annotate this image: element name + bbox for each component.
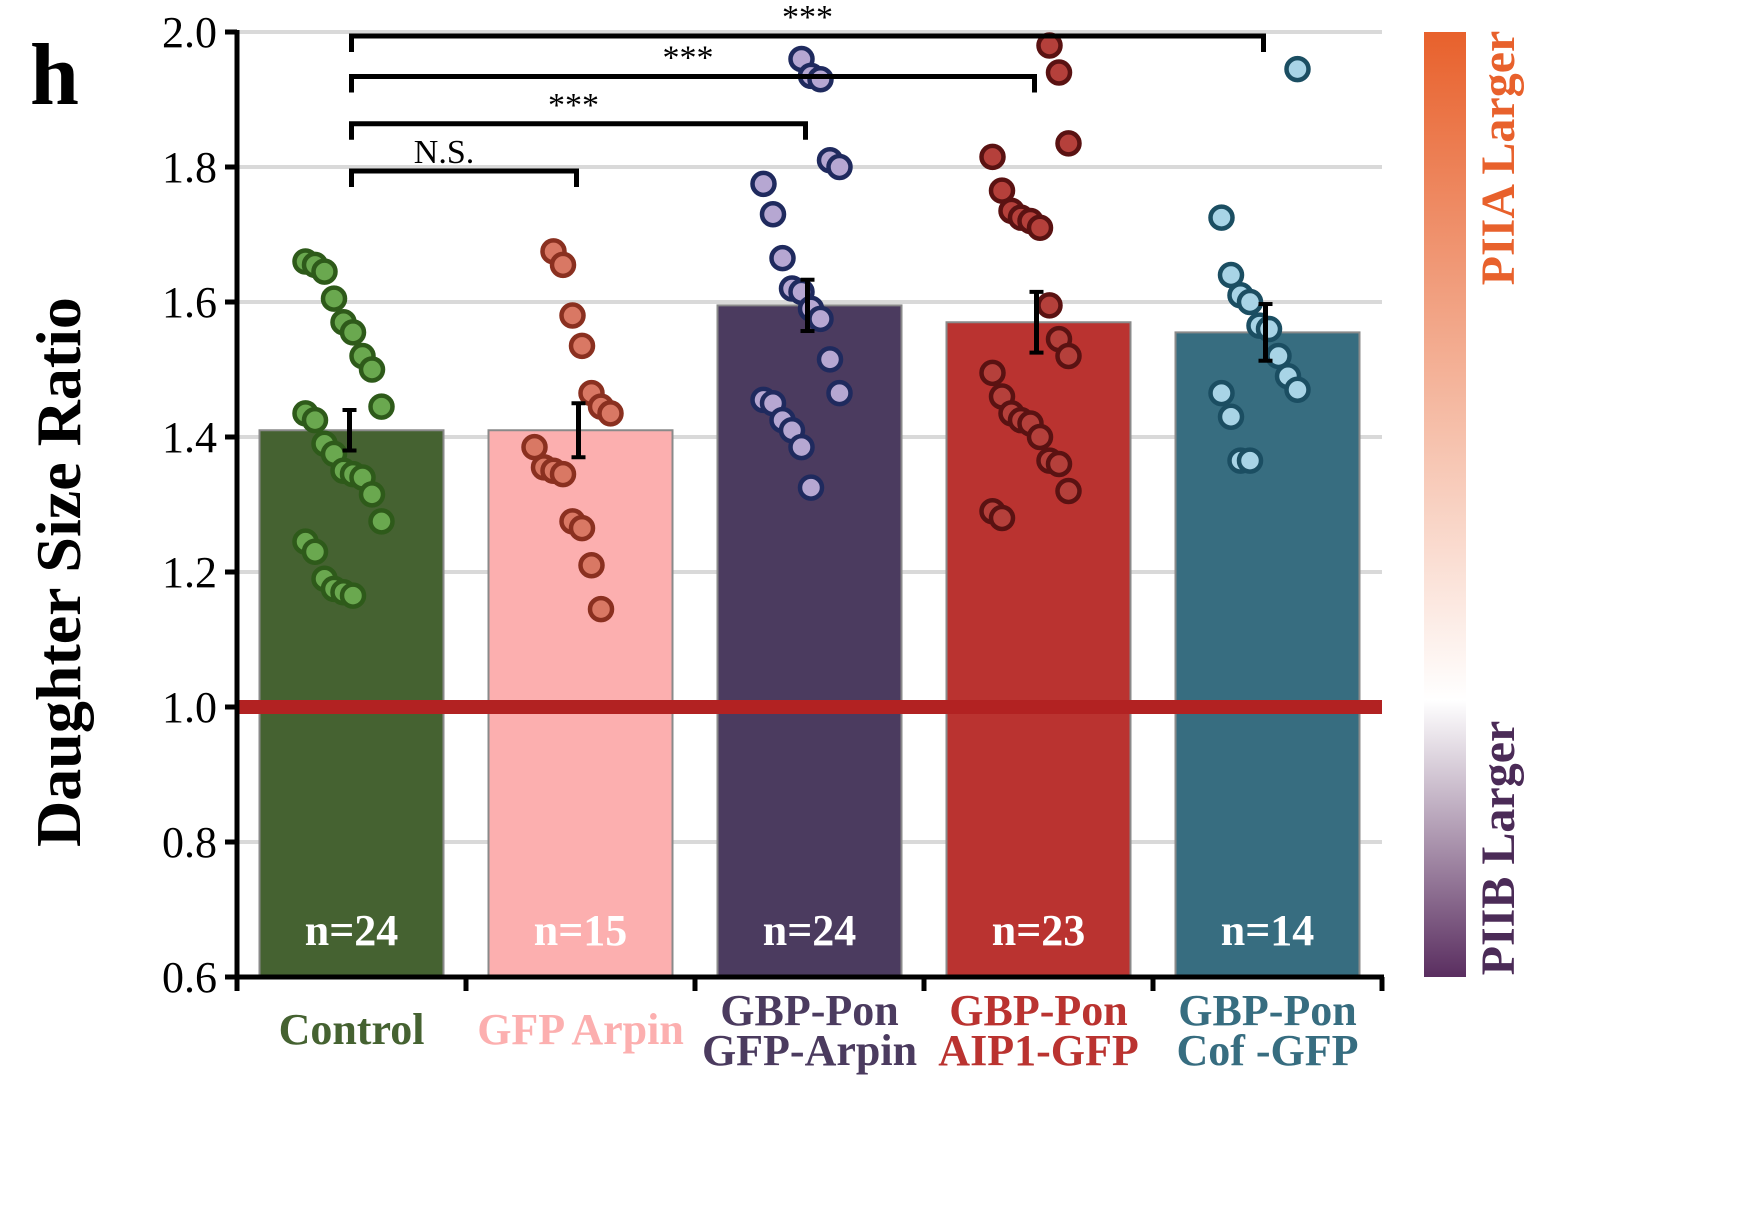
y-tick-label: 0.6 — [162, 953, 217, 1002]
n-label: n=23 — [992, 906, 1086, 955]
data-point — [301, 406, 329, 434]
data-point — [988, 177, 1016, 204]
data-point — [769, 244, 796, 272]
data-point — [549, 460, 577, 488]
significance-bracket — [349, 121, 808, 140]
data-point — [597, 400, 624, 427]
data-point — [1217, 261, 1245, 289]
bar-2 — [716, 304, 903, 978]
x-tick-label: GFP Arpin — [477, 1005, 684, 1054]
data-point — [521, 433, 548, 461]
y-tick-label: 0.8 — [162, 818, 217, 867]
data-point — [1208, 379, 1235, 407]
data-point — [1284, 55, 1311, 83]
n-label: n=24 — [305, 906, 399, 955]
category-labels: Control GFP Arpin GBP-PonGFP-ArpinGBP-PonA… — [279, 986, 1359, 1075]
data-point — [368, 508, 395, 535]
n-labels: n=24 n=15 n=24 n=23 n=14 — [305, 906, 1315, 955]
gradient-bar — [1424, 32, 1466, 977]
data-point — [358, 481, 386, 508]
data-point — [1055, 130, 1082, 157]
data-point — [568, 332, 596, 360]
significance-bracket — [349, 74, 1037, 93]
significance-label: N.S. — [414, 134, 474, 171]
data-point — [1217, 403, 1245, 430]
n-label: n=15 — [534, 906, 628, 955]
significance-bracket — [349, 33, 1266, 52]
data-point — [339, 582, 367, 609]
bar-4 — [1174, 331, 1361, 978]
data-point — [1055, 477, 1082, 505]
side-scale: PIIA Larger PIIB Larger — [1424, 31, 1525, 977]
data-point — [750, 170, 777, 198]
y-tick-label: 1.8 — [162, 143, 217, 192]
data-point — [1236, 288, 1264, 316]
significance-label: *** — [663, 40, 714, 77]
data-point — [759, 201, 787, 228]
data-point — [549, 251, 577, 279]
y-tick-label: 2.0 — [162, 8, 217, 57]
data-point — [988, 504, 1016, 532]
data-point — [1055, 342, 1082, 370]
data-point — [826, 153, 853, 181]
x-tick-label: GBP-Pon — [720, 986, 898, 1035]
data-point — [1208, 204, 1235, 231]
data-point — [587, 595, 615, 623]
data-point — [578, 552, 605, 579]
data-point — [979, 143, 1006, 171]
data-points — [292, 32, 1311, 623]
y-tick-label: 1.4 — [162, 413, 217, 462]
data-point — [301, 538, 329, 565]
data-point — [797, 474, 825, 501]
x-tick-label: GBP-Pon — [949, 986, 1127, 1035]
data-point — [1236, 447, 1264, 474]
data-point — [1026, 214, 1054, 241]
y-tick-label: 1.6 — [162, 278, 217, 327]
x-tick-label: AIP1-GFP — [938, 1026, 1138, 1075]
data-point — [807, 305, 834, 333]
side-label-bottom: PIIB Larger — [1472, 721, 1525, 976]
data-point — [339, 319, 367, 346]
data-point — [568, 514, 596, 542]
data-point — [311, 258, 338, 285]
data-point — [816, 346, 844, 373]
x-tick-label: Cof -GFP — [1176, 1026, 1358, 1075]
n-label: n=24 — [763, 906, 857, 955]
data-point — [826, 379, 853, 407]
data-point — [1255, 315, 1283, 343]
x-tick-label: Control — [279, 1005, 425, 1054]
side-label-top: PIIA Larger — [1472, 31, 1525, 286]
data-point — [358, 356, 386, 383]
axes: 0.6 0.8 1.0 1.2 1.4 1.6 1.8 2.0 — [162, 8, 1385, 1002]
data-point — [1045, 59, 1073, 86]
data-point — [979, 359, 1006, 387]
significance-label: *** — [782, 0, 833, 36]
data-point — [559, 302, 586, 329]
y-tick-label: 1.0 — [162, 683, 217, 732]
x-tick-label: GBP-Pon — [1178, 986, 1356, 1035]
data-point — [368, 393, 395, 420]
x-tick-label: GFP-Arpin — [702, 1026, 917, 1075]
n-label: n=14 — [1221, 906, 1315, 955]
data-point — [1284, 376, 1311, 403]
error-bars — [342, 277, 1273, 460]
y-axis-label: Daughter Size Ratio — [23, 297, 94, 847]
significance-label: *** — [548, 87, 599, 124]
y-tick-label: 1.2 — [162, 548, 217, 597]
data-point — [788, 433, 815, 461]
panel-label: h — [30, 27, 79, 124]
data-point — [1026, 423, 1054, 451]
significance-brackets: N.S. *** *** *** — [349, 0, 1266, 187]
significance-bracket — [349, 168, 579, 187]
data-point — [1045, 450, 1073, 478]
bars — [258, 304, 1361, 978]
data-point — [807, 66, 834, 93]
data-point — [1036, 292, 1063, 319]
data-point — [320, 285, 348, 312]
